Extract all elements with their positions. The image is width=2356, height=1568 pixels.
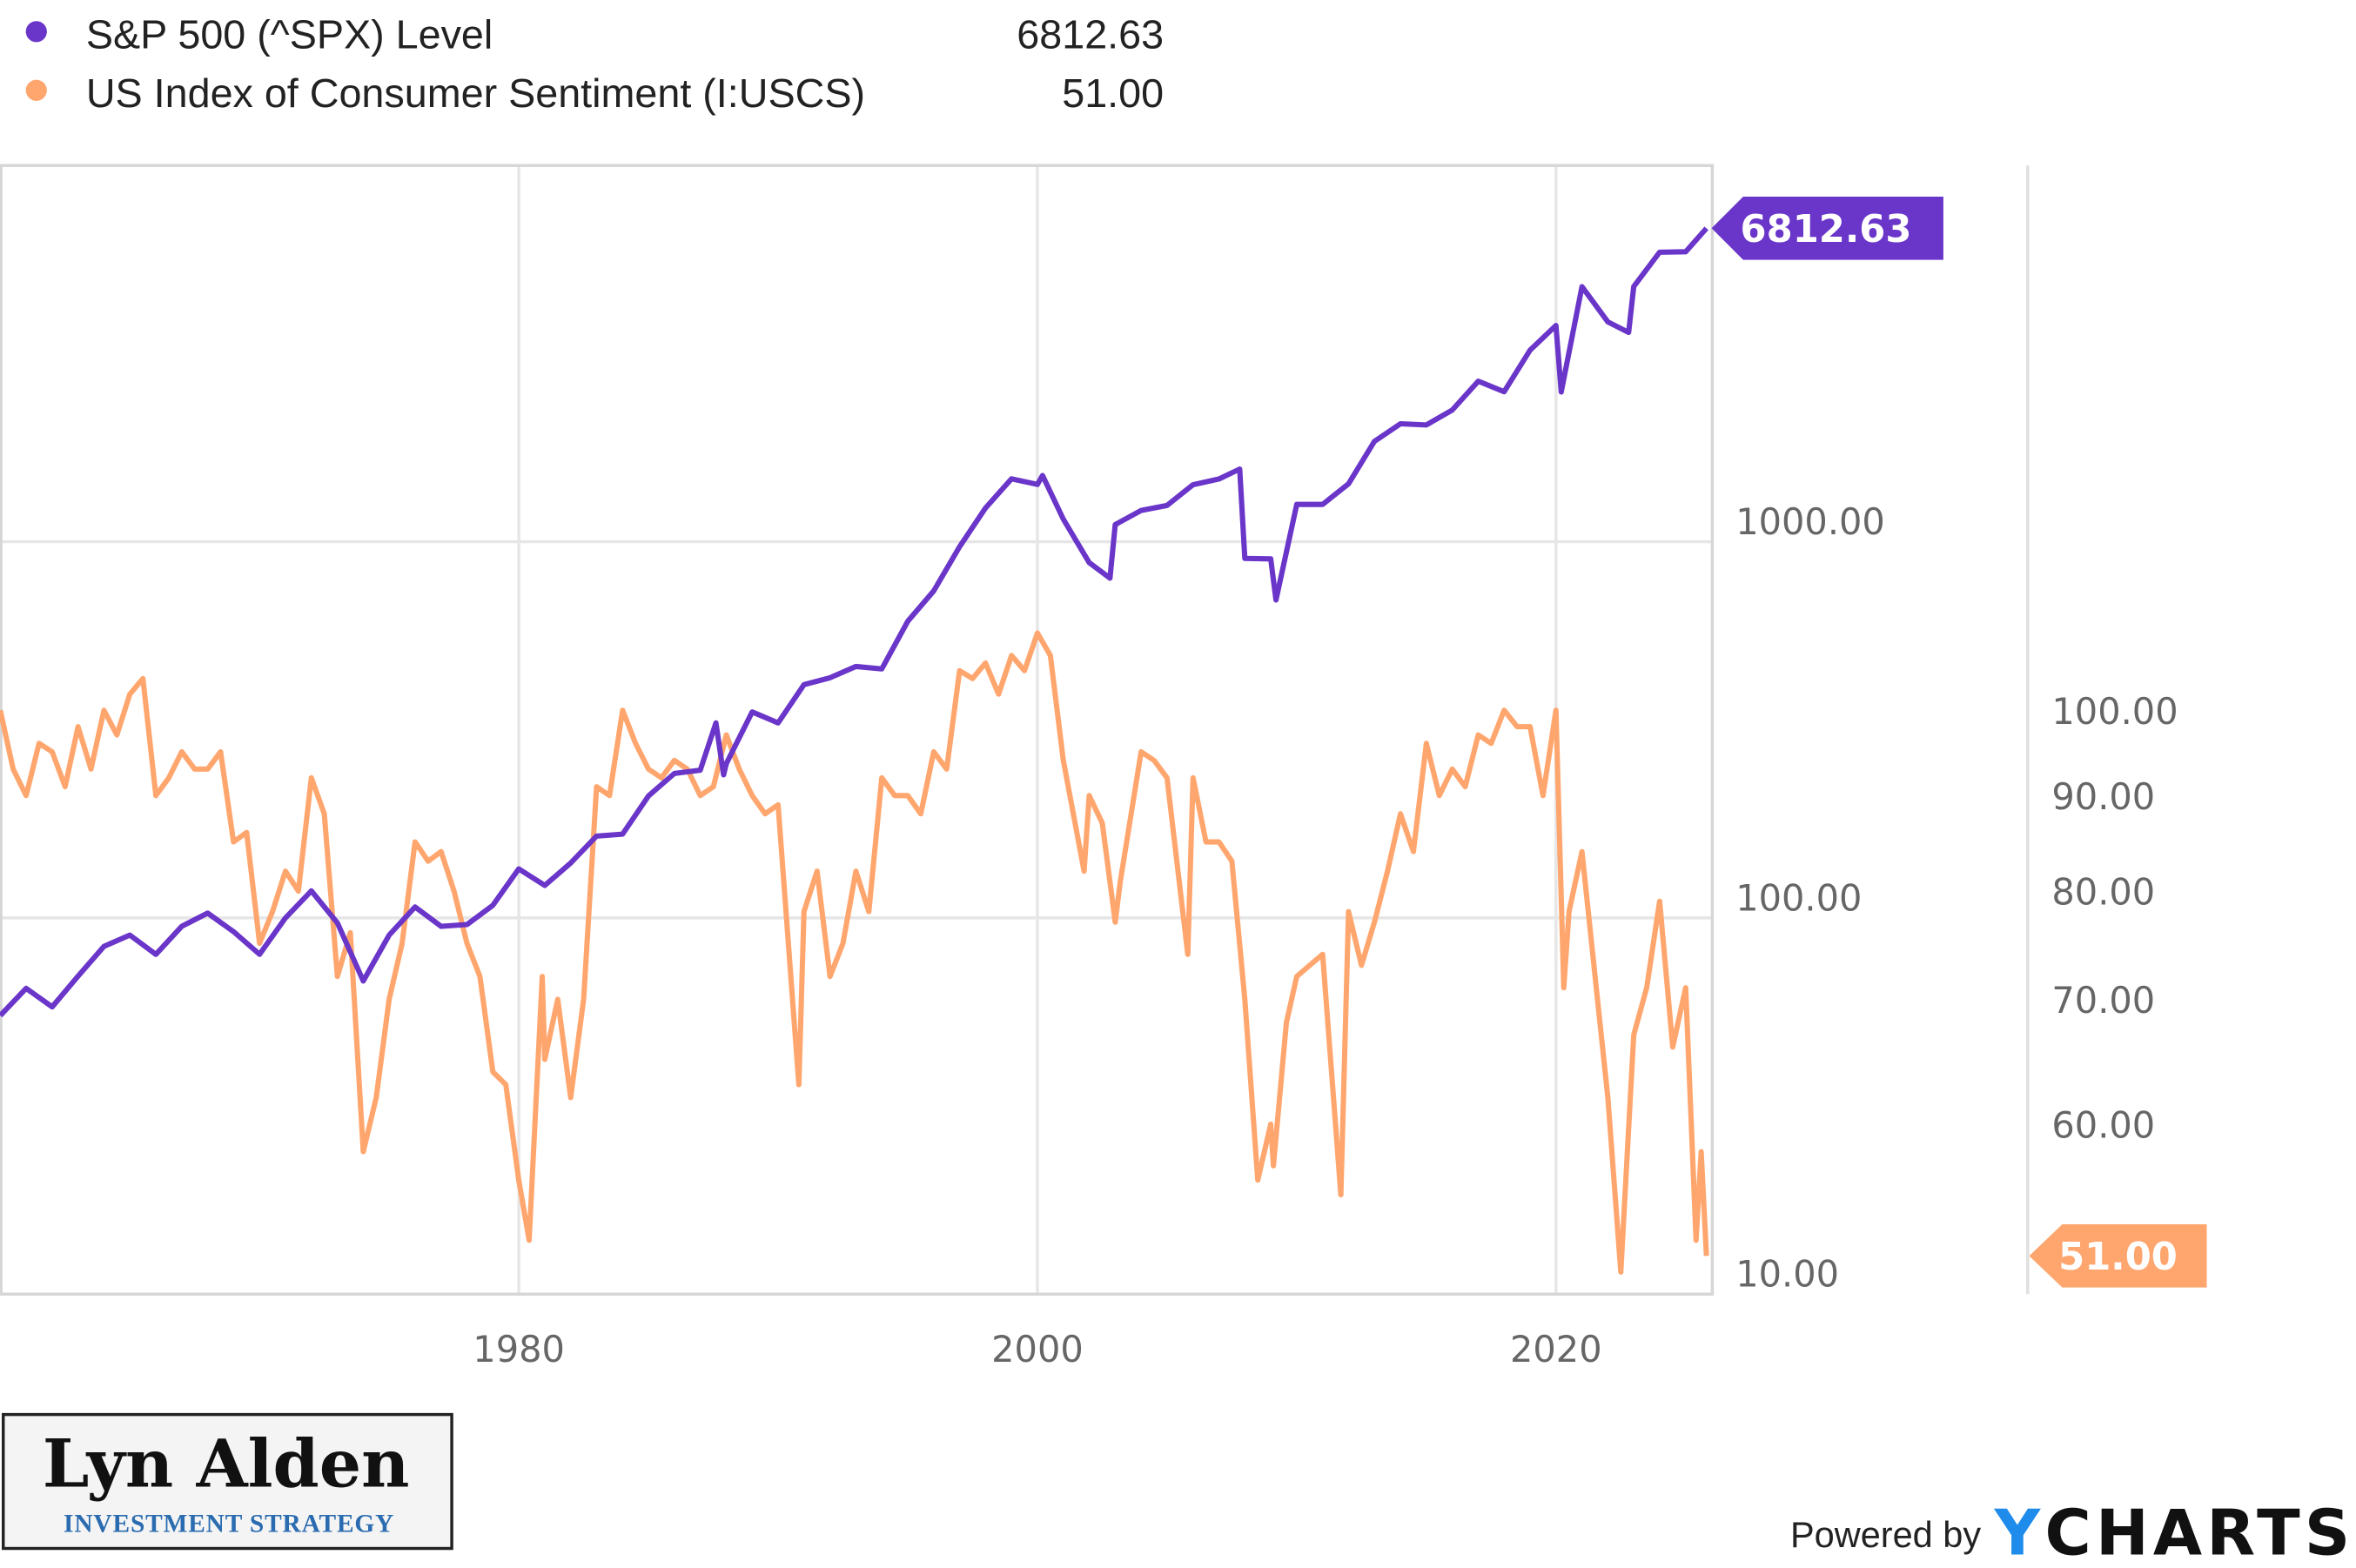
logo-name: Lyn Alden	[43, 1425, 410, 1503]
logo-tagline: INVESTMENT STRATEGY	[64, 1510, 394, 1538]
right-y-tick-label: 80.00	[2051, 871, 2155, 914]
lyn-alden-logo: Lyn Alden INVESTMENT STRATEGY	[2, 1412, 453, 1551]
powered-by-text: Powered by	[1790, 1514, 1981, 1555]
legend-value-uscs: 51.00	[1062, 70, 1164, 116]
spx-line	[0, 226, 1708, 1018]
uscs-last-value-flag	[2029, 1224, 2207, 1288]
spx-last-value-label: 6812.63	[1741, 208, 1912, 251]
left-y-tick-label: 1000.00	[1735, 500, 1885, 543]
right-y-tick-label: 60.00	[2051, 1104, 2155, 1147]
plot-frame	[0, 164, 1715, 1296]
left-y-tick-label: 100.00	[1735, 876, 1862, 919]
legend-marker-uscs	[25, 79, 47, 101]
legend-label-uscs: US Index of Consumer Sentiment (I:USCS)	[86, 70, 865, 116]
legend-label-spx: S&P 500 (^SPX) Level	[86, 11, 493, 57]
tick-labels: 1980 2000 2020 10.00 100.00 1000.00 100.00 90.0…	[473, 500, 2178, 1370]
powered-by-ycharts: Powered by YCHARTS	[1790, 1497, 2355, 1568]
legend-marker-spx	[25, 21, 47, 43]
right-y-tick-label: 100.00	[2051, 690, 2178, 733]
left-y-tick-label: 10.00	[1735, 1253, 1839, 1296]
right-y-tick-label: 90.00	[2051, 775, 2155, 818]
series-layer	[0, 226, 1709, 1275]
uscs-last-value-label: 51.00	[2058, 1236, 2178, 1279]
grid	[0, 165, 1712, 1295]
legend: S&P 500 (^SPX) Level 6812.63 US Index of…	[25, 11, 1164, 116]
ycharts-brand: YCHARTS	[1994, 1497, 2355, 1568]
legend-value-spx: 6812.63	[1017, 11, 1164, 57]
last-value-flags: 6812.63 51.00	[1711, 196, 2207, 1288]
x-tick-label: 2000	[991, 1328, 1084, 1370]
uscs-line	[0, 630, 1709, 1275]
x-tick-label: 2020	[1510, 1328, 1602, 1370]
spx-last-value-flag	[1711, 196, 1943, 260]
x-tick-label: 1980	[473, 1328, 565, 1370]
right-y-tick-label: 70.00	[2051, 979, 2155, 1022]
